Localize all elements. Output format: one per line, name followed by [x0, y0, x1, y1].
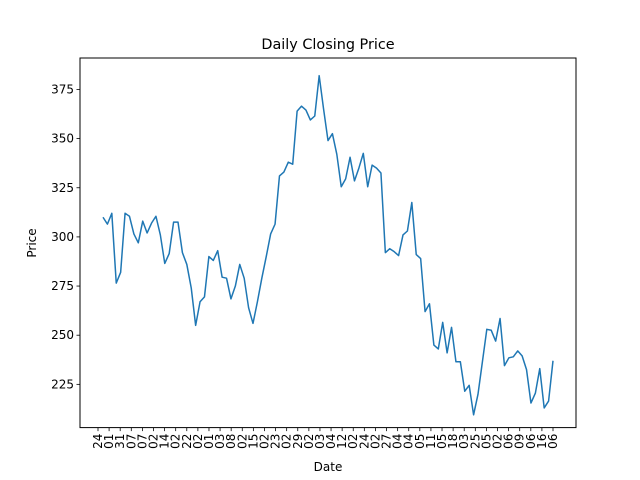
x-tick-label: 29 — [291, 434, 305, 449]
x-tick-label: 25 — [468, 434, 482, 449]
x-tick-label: 08 — [224, 434, 238, 449]
x-tick-label: 02 — [169, 434, 183, 449]
x-tick-label: 31 — [113, 434, 127, 449]
x-tick-label: 02 — [146, 434, 160, 449]
x-tick-label: 02 — [191, 434, 205, 449]
x-tick-label: 24 — [357, 434, 371, 449]
x-tick-label: 01 — [102, 434, 116, 449]
x-tick-label: 12 — [335, 434, 349, 449]
axes-frame — [79, 57, 577, 429]
x-axis: 2401310707021402220201030802150223022902… — [91, 427, 560, 449]
y-tick-label: 250 — [51, 328, 74, 342]
x-tick-label: 09 — [513, 434, 527, 449]
x-tick-label: 02 — [346, 434, 360, 449]
x-tick-label: 02 — [368, 434, 382, 449]
y-tick-label: 225 — [51, 377, 74, 391]
x-tick-label: 27 — [380, 434, 394, 449]
y-tick-label: 375 — [51, 82, 74, 96]
x-tick-label: 03 — [313, 434, 327, 449]
y-axis: 225 250 275 300 325 350 375 — [51, 82, 80, 391]
chart-title: Daily Closing Price — [261, 37, 394, 53]
x-tick-label: 03 — [213, 434, 227, 449]
x-tick-label: 16 — [535, 434, 549, 449]
series-line — [102, 74, 554, 416]
x-tick-label: 07 — [124, 434, 138, 449]
x-tick-label: 02 — [235, 434, 249, 449]
x-tick-label: 06 — [546, 434, 560, 449]
plot-area — [102, 74, 554, 416]
x-tick-label: 02 — [257, 434, 271, 449]
x-tick-label: 02 — [302, 434, 316, 449]
x-tick-label: 03 — [457, 434, 471, 449]
y-tick-label: 275 — [51, 279, 74, 293]
x-tick-label: 06 — [524, 434, 538, 449]
y-tick-label: 350 — [51, 132, 74, 146]
x-tick-label: 22 — [180, 434, 194, 449]
x-tick-label: 04 — [402, 434, 416, 449]
x-tick-label: 02 — [280, 434, 294, 449]
x-tick-label: 07 — [135, 434, 149, 449]
y-tick-label: 300 — [51, 230, 74, 244]
x-tick-label: 05 — [435, 434, 449, 449]
x-axis-label: Date — [314, 460, 343, 474]
x-tick-label: 11 — [424, 434, 438, 449]
x-tick-label: 18 — [446, 434, 460, 449]
x-tick-label: 01 — [202, 434, 216, 449]
x-tick-label: 04 — [391, 434, 405, 449]
x-tick-label: 04 — [324, 434, 338, 449]
x-tick-label: 05 — [479, 434, 493, 449]
x-tick-label: 14 — [158, 434, 172, 449]
x-tick-label: 02 — [491, 434, 505, 449]
x-tick-label: 23 — [269, 434, 283, 449]
x-tick-label: 24 — [91, 434, 105, 449]
x-tick-label: 15 — [246, 434, 260, 449]
x-tick-label: 06 — [502, 434, 516, 449]
x-tick-label: 05 — [413, 434, 427, 449]
y-tick-label: 325 — [51, 181, 74, 195]
y-axis-label: Price — [25, 228, 39, 257]
